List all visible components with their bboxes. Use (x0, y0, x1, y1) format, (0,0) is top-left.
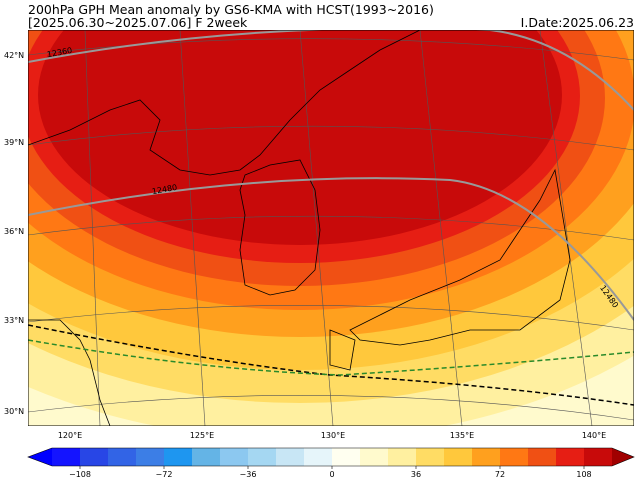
colorbar-segment (584, 448, 613, 466)
map-labels: 42°N 39°N 36°N 33°N 30°N 120°E 125°E 130°E 135°E… (4, 46, 620, 440)
colorbar-segment (192, 448, 221, 466)
lat-label: 42°N (4, 51, 24, 60)
colorbar-tick-label: 36 (411, 470, 421, 479)
lat-label: 36°N (4, 227, 24, 236)
title: 200hPa GPH Mean anomaly by GS6-KMA with … (28, 2, 434, 17)
colorbar-segment (136, 448, 165, 466)
lon-label: 130°E (321, 431, 345, 440)
colorbar-segment (472, 448, 501, 466)
contour-label: 12360 (46, 46, 73, 59)
init-date: I.Date:2025.06.23 (521, 15, 634, 30)
colorbar-segment (556, 448, 585, 466)
colorbar-segment (416, 448, 445, 466)
colorbar: −108 −72 −36 0 36 72 108 (27, 447, 635, 479)
colorbar-tick-label: 72 (495, 470, 505, 479)
colorbar-segment (444, 448, 473, 466)
colorbar-segment (220, 448, 249, 466)
colorbar-segment (388, 448, 417, 466)
colorbar-segment (108, 448, 137, 466)
colorbar-segment (304, 448, 333, 466)
contour-label: 12480 (151, 183, 178, 196)
lat-label: 33°N (4, 316, 24, 325)
lon-label: 135°E (450, 431, 474, 440)
colorbar-arrow-low (28, 448, 52, 466)
lon-label: 120°E (58, 431, 82, 440)
colorbar-segment (360, 448, 389, 466)
colorbar-arrow-high (612, 448, 634, 466)
colorbar-segment (52, 448, 81, 466)
colorbar-tick-label: 108 (576, 470, 591, 479)
colorbar-segment (528, 448, 557, 466)
lon-label: 125°E (190, 431, 214, 440)
map (28, 30, 634, 426)
colorbar-segment (332, 448, 361, 466)
colorbar-segment (164, 448, 193, 466)
colorbar-tick-label: 0 (329, 470, 334, 479)
colorbar-outline (27, 447, 635, 467)
colorbar-segment (80, 448, 109, 466)
colorbar-tick-label: −36 (240, 470, 257, 479)
lon-label: 140°E (582, 431, 606, 440)
colorbar-segment (248, 448, 277, 466)
colorbar-tick-label: −72 (156, 470, 173, 479)
subtitle: [2025.06.30~2025.07.06] F 2week (28, 15, 248, 30)
lat-label: 39°N (4, 138, 24, 147)
colorbar-segment (276, 448, 305, 466)
colorbar-segment (500, 448, 529, 466)
colorbar-tick-label: −108 (69, 470, 91, 479)
lat-label: 30°N (4, 407, 24, 416)
